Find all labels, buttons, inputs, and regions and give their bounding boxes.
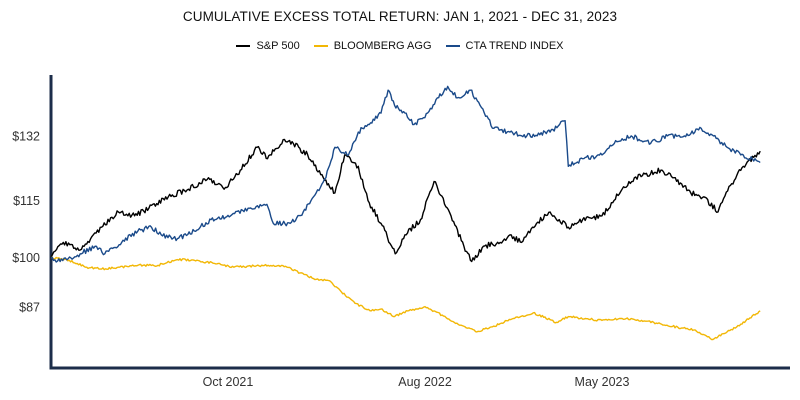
legend-label-cta-trend: CTA TREND INDEX: [465, 40, 564, 52]
legend-swatch-cta-trend: [445, 45, 460, 47]
y-tick-label: $115: [13, 194, 40, 208]
legend-label-sp500: S&P 500: [256, 40, 300, 52]
x-tick-label: May 2023: [575, 375, 630, 389]
y-tick-label: $132: [12, 129, 40, 143]
legend-swatch-bloomberg-agg: [313, 45, 328, 47]
legend-item-bloomberg-agg: BLOOMBERG AGG: [313, 40, 432, 52]
legend: S&P 500 BLOOMBERG AGG CTA TREND INDEX: [0, 40, 800, 52]
series-layer: [50, 85, 761, 341]
x-axis-ticks: Oct 2021 Aug 2022 May 2023: [203, 375, 630, 389]
series-line-cta-trend: [51, 85, 761, 263]
series-line-bloomberg-agg: [50, 256, 761, 341]
legend-item-sp500: S&P 500: [236, 40, 300, 52]
x-tick-label: Oct 2021: [203, 375, 254, 389]
series-line-sp500: [50, 138, 761, 263]
y-tick-label: $87: [19, 301, 40, 315]
x-tick-label: Aug 2022: [398, 375, 452, 389]
y-axis-ticks: $132 $115 $100 $87: [12, 129, 40, 314]
chart-title: CUMULATIVE EXCESS TOTAL RETURN: JAN 1, 2…: [182, 9, 618, 24]
legend-swatch-sp500: [236, 45, 251, 47]
legend-label-bloomberg-agg: BLOOMBERG AGG: [333, 40, 432, 52]
y-tick-label: $100: [12, 251, 40, 265]
legend-item-cta-trend: CTA TREND INDEX: [445, 40, 564, 52]
